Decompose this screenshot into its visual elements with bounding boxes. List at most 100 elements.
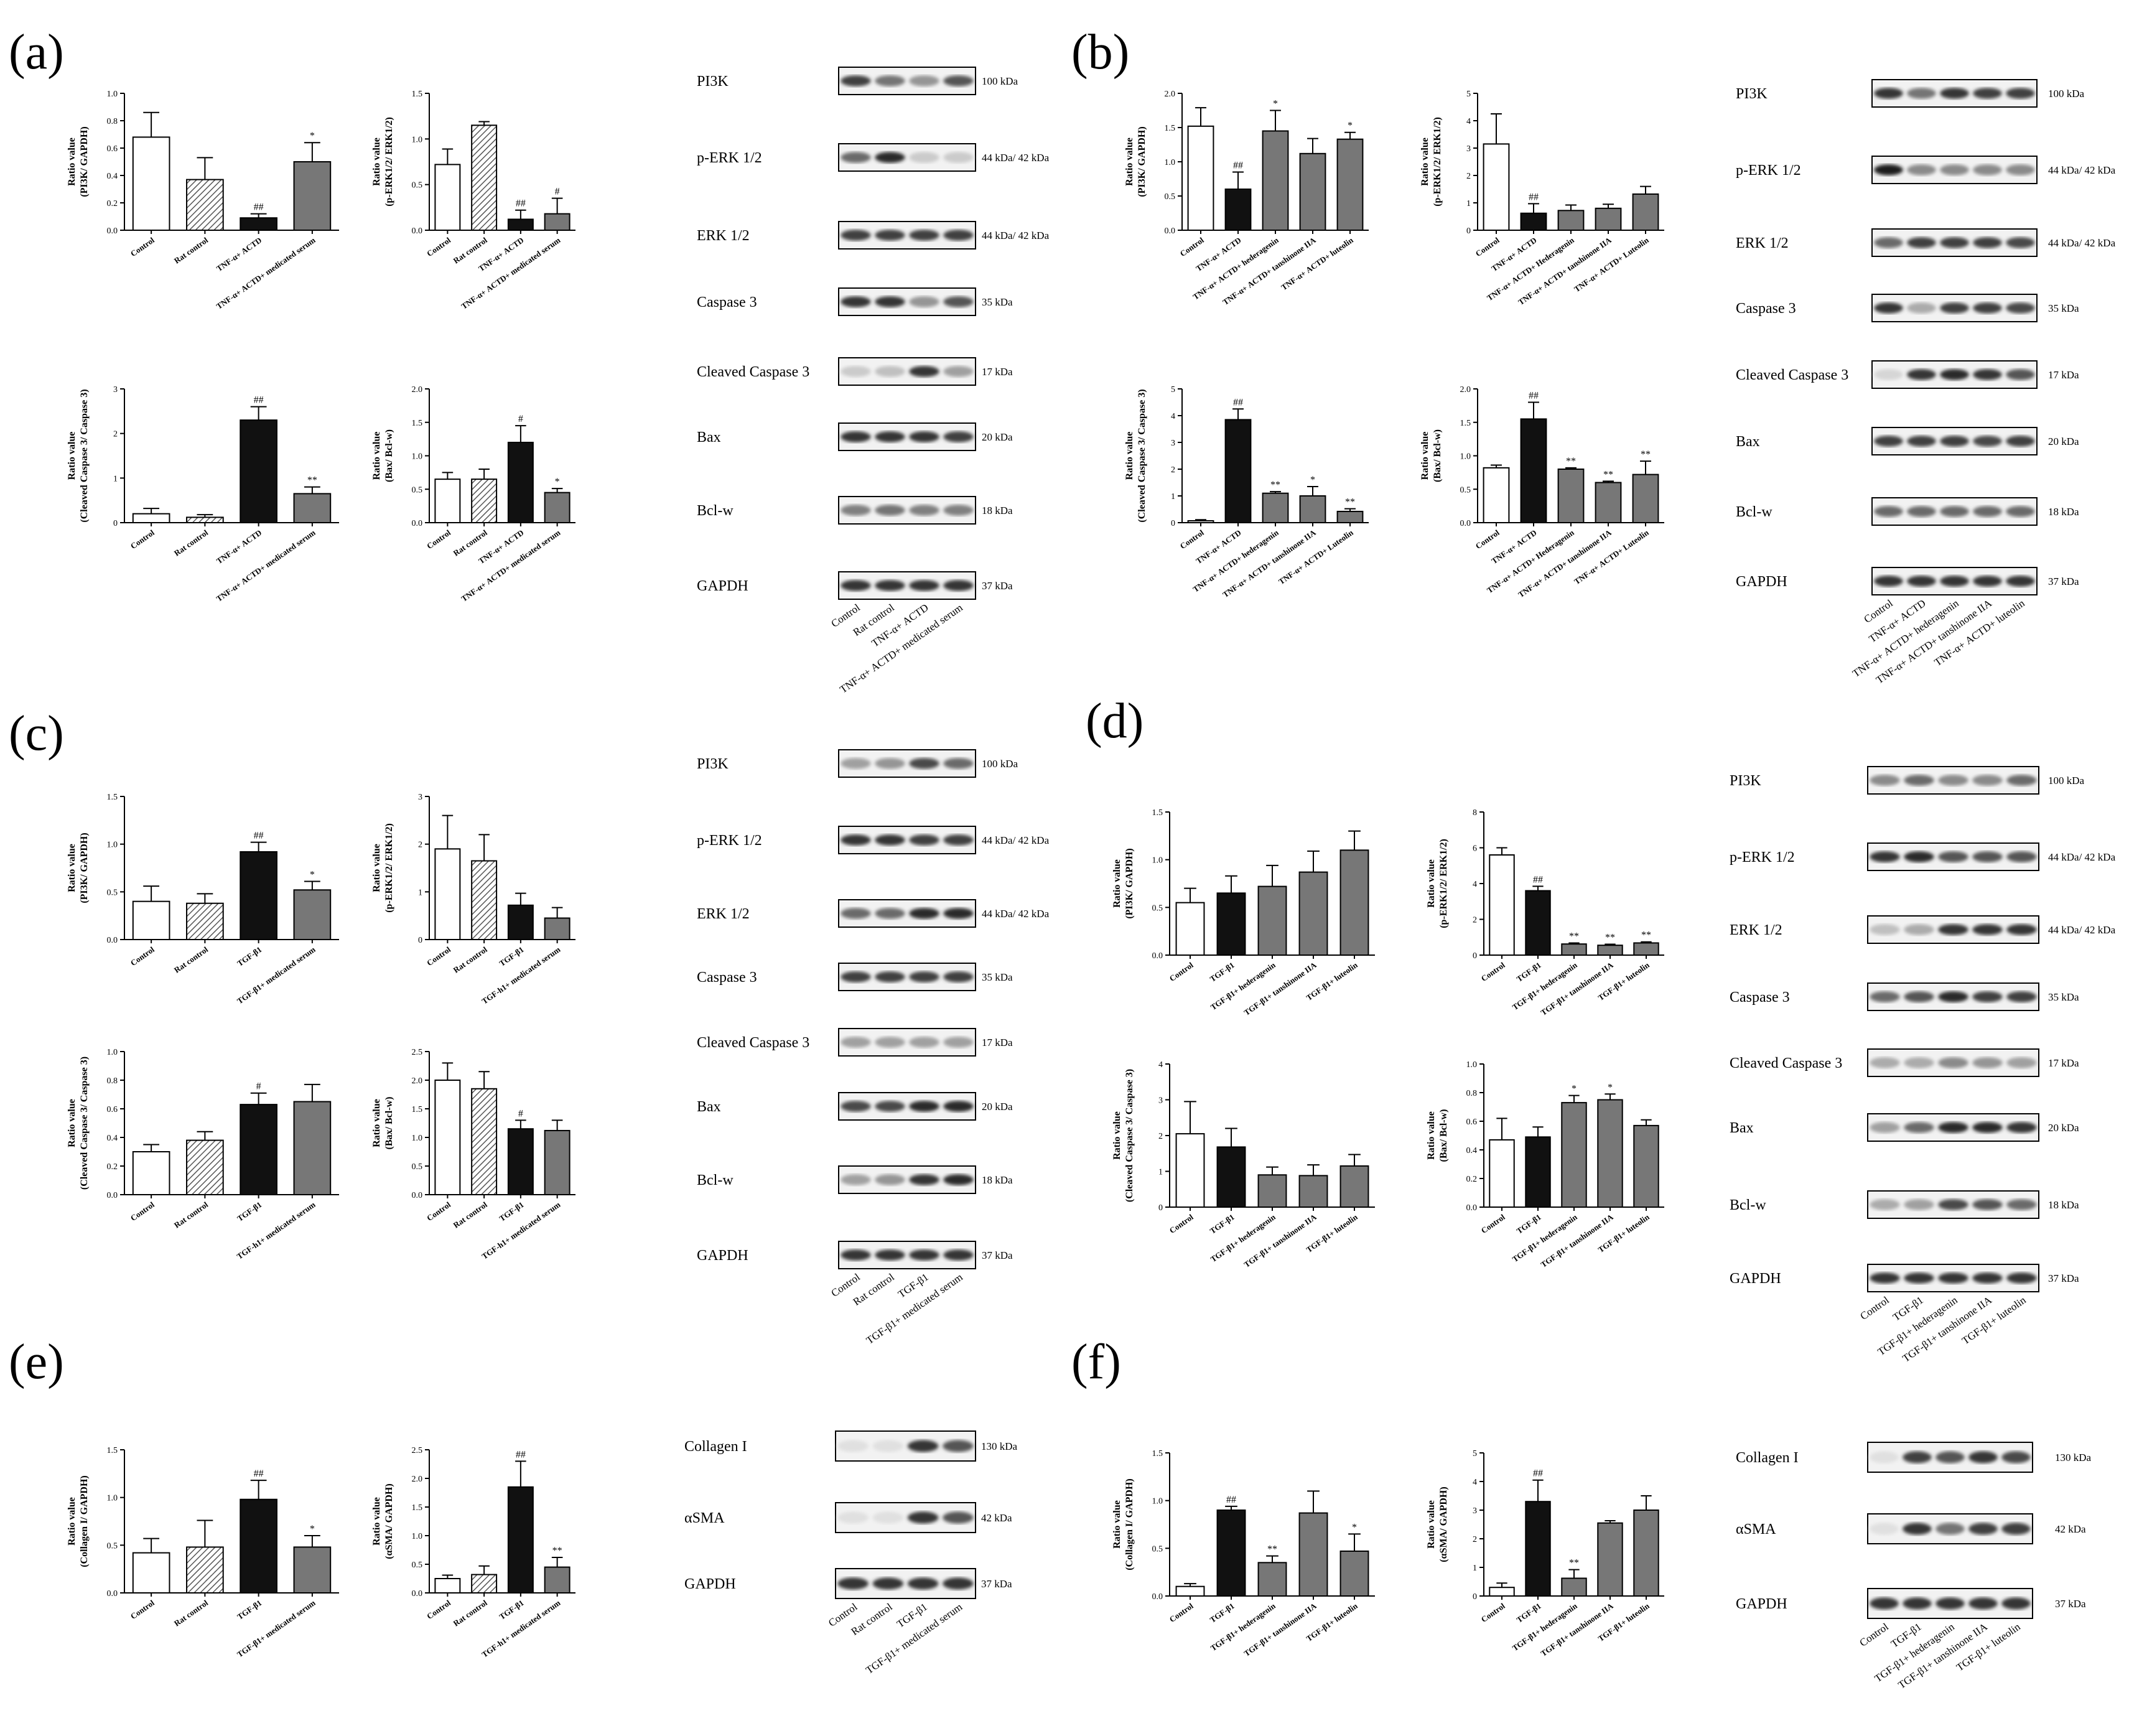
bar-chart-c-4: 0.0 0.5 1.0 1.5 2.0 2.5 Ratio value (Bax/ Bcl-w… [371,1048,575,1261]
y-axis-label: Ratio value [1426,859,1437,908]
blot-band [1870,1272,1900,1284]
bar-chart-b-1: 0.0 0.5 1.0 1.5 2.0 Ratio value (PI3K/ GAPDH) C… [1124,90,1369,307]
blot-band [943,505,974,516]
blot-band [837,1577,869,1590]
significance-mark: ** [1267,1544,1277,1555]
blot-band [2006,991,2037,1002]
bar-4 [1597,1522,1623,1597]
blot-band [841,580,871,591]
x-tick-label: TNF-α+ ACTD [215,235,263,273]
blot-band [909,580,939,591]
y-tick-label: 1.0 [1152,1497,1163,1506]
y-tick-label: 0.4 [1466,1146,1478,1155]
blot-band [875,296,905,307]
y-tick-label: 6 [1473,844,1477,854]
y-tick-label: 2 [1466,172,1471,181]
y-axis-label-unit: (p-ERK1/2/ ERK1/2) [384,117,394,207]
bar-1 [132,1552,170,1594]
significance-mark: ** [552,1546,562,1556]
blot-band [2001,1597,2031,1610]
blot-band [872,1511,904,1524]
blot-band [909,1101,939,1112]
blot-band [841,908,871,919]
blot-band [1874,576,1903,587]
significance-mark: ## [254,395,264,406]
x-tick-label: Control [129,945,156,968]
significance-mark: ## [516,198,526,209]
y-tick-label: 0 [1158,1203,1163,1213]
blot-band [1940,576,1969,587]
y-axis-label: Ratio value [1112,1500,1122,1549]
bar-3 [1561,1577,1587,1597]
blot-band [909,971,939,982]
blot-band [841,431,871,442]
y-tick-label: 2.5 [412,1446,423,1455]
blot-protein-label: GAPDH [697,578,748,594]
blot-band [1940,164,1969,175]
y-tick-label: 0.5 [1165,192,1176,202]
y-axis-label: Ratio value [371,1497,382,1546]
blot-band [1907,506,1936,517]
blot-band [909,908,939,919]
y-tick-label: 1.0 [107,1494,118,1503]
bar-1 [1187,125,1214,231]
blot-band [875,971,905,982]
blot-protein-label: Collagen I [684,1439,747,1455]
x-tick-label: Rat control [452,1200,489,1230]
blot-band [2006,436,2035,447]
blot-protein-label: PI3K [1736,86,1768,102]
x-tick-label: Control [1168,1212,1195,1235]
x-tick-label: Control [129,1200,156,1223]
significance-mark: # [518,414,523,424]
y-axis-label-unit: (αSMA/ GAPDH) [1438,1486,1449,1562]
bar-5 [1633,1510,1659,1597]
y-tick-label: 0.5 [107,888,118,897]
significance-mark: # [555,187,560,197]
bar-4 [1595,207,1622,231]
y-tick-label: 0.0 [107,936,118,945]
blot-band [1870,1523,1899,1535]
y-tick-label: 1 [113,474,118,483]
x-tick-label: Control [1479,960,1507,983]
blot-band [837,1440,869,1452]
y-tick-label: 1.5 [412,1503,423,1513]
bar-4 [293,1101,332,1195]
blot-band [909,1174,939,1185]
y-axis-label: Ratio value [1420,432,1430,480]
blot-band [2006,1272,2037,1284]
x-tick-label: Rat control [172,528,210,558]
bar-5 [1339,849,1369,956]
bar-3 [1257,885,1287,956]
x-tick-label: Control [129,528,156,551]
blot-band [841,1101,871,1112]
y-tick-label: 1.5 [412,90,423,99]
y-axis-label: Ratio value [1426,1500,1437,1549]
y-tick-label: 4 [1158,1060,1163,1070]
blot-band [841,296,871,307]
bar-4 [1597,1099,1623,1208]
x-tick-label: TGF-β1 [1208,1212,1236,1236]
bar-4 [544,1566,571,1594]
y-tick-label: 0.5 [107,1541,118,1551]
blot-protein-label: Bax [697,1099,721,1115]
y-tick-label: 1 [1171,492,1175,502]
y-axis-label-unit: (Collagen I/ GAPDH) [79,1475,90,1567]
blot-band [872,1577,904,1590]
x-tick-label: Control [129,1598,156,1621]
blot-kda-label: 17 kDa [2048,1057,2079,1069]
blot-kda-label: 130 kDa [2055,1452,2092,1463]
blot-band [875,758,905,769]
y-tick-label: 5 [1171,385,1175,394]
blot-protein-label: GAPDH [684,1576,736,1592]
bar-1 [132,513,170,524]
blot-band [943,1037,974,1048]
blot-band [1907,164,1936,175]
x-tick-label: TGF-β1 [235,945,263,968]
blot-band [2006,1122,2037,1133]
blot-band [841,1249,871,1261]
bar-2 [1525,1501,1551,1597]
panel-label-c: (c) [9,706,64,761]
y-tick-label: 8 [1473,808,1477,818]
bar-3 [507,1128,534,1195]
blot-protein-label: GAPDH [1736,574,1787,590]
